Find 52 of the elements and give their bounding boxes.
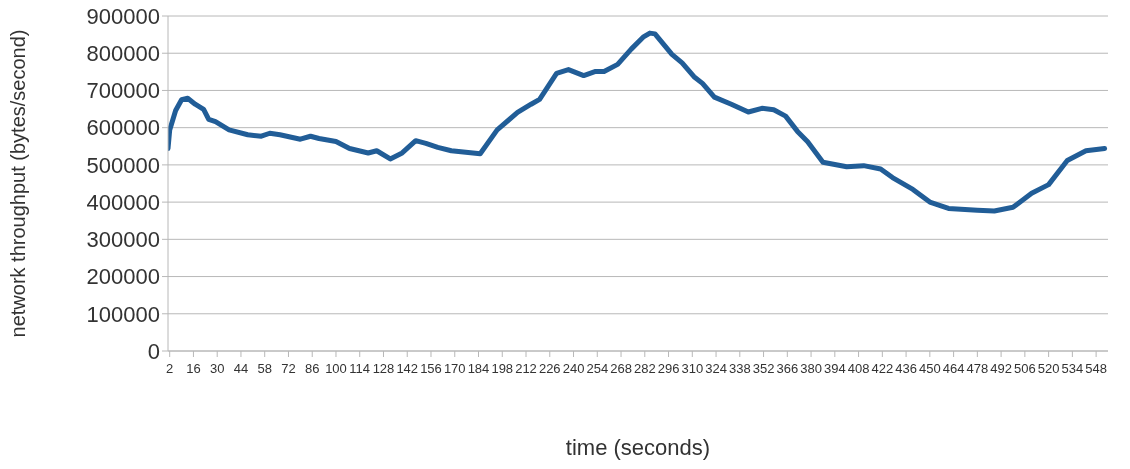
x-tick-label: 254 xyxy=(586,361,609,376)
x-tick-label: 338 xyxy=(728,361,751,376)
x-tick-label: 450 xyxy=(918,361,941,376)
y-tick-label: 500000 xyxy=(86,152,160,178)
y-tick-label: 900000 xyxy=(86,3,160,29)
x-tick-label: 170 xyxy=(443,361,466,376)
x-tick-label: 16 xyxy=(186,361,201,376)
x-tick-label: 198 xyxy=(491,361,514,376)
x-tick-label: 268 xyxy=(610,361,632,376)
y-tick-label: 400000 xyxy=(86,189,160,215)
x-tick-label: 352 xyxy=(752,361,775,376)
x-tick-label: 310 xyxy=(681,361,704,376)
x-tick-label: 492 xyxy=(990,361,1012,376)
x-tick-label: 548 xyxy=(1085,361,1107,376)
x-tick-label: 2 xyxy=(166,361,174,376)
x-tick-label: 44 xyxy=(233,361,249,376)
x-tick-label: 478 xyxy=(966,361,989,376)
x-tick-label: 184 xyxy=(467,361,490,376)
y-tick-label: 300000 xyxy=(86,227,160,253)
x-tick-label: 156 xyxy=(420,361,442,376)
x-tick-label: 464 xyxy=(942,361,965,376)
x-tick-label: 212 xyxy=(515,361,537,376)
x-tick-label: 366 xyxy=(776,361,799,376)
x-tick-label: 100 xyxy=(325,361,347,376)
y-tick-label: 100000 xyxy=(86,301,160,327)
x-tick-label: 240 xyxy=(562,361,585,376)
x-tick-label: 58 xyxy=(257,361,272,376)
x-tick-label: 324 xyxy=(705,361,727,376)
x-tick-label: 520 xyxy=(1037,361,1060,376)
x-tick-label: 408 xyxy=(847,361,870,376)
y-tick-label: 800000 xyxy=(86,41,160,67)
x-tick-label: 534 xyxy=(1061,361,1084,376)
y-tick-label: 0 xyxy=(147,338,160,364)
x-tick-label: 296 xyxy=(657,361,680,376)
y-tick-label: 200000 xyxy=(86,264,160,290)
x-tick-label: 394 xyxy=(823,361,846,376)
y-tick-label: 700000 xyxy=(86,78,160,104)
x-tick-label: 226 xyxy=(538,361,561,376)
x-axis-title: time (seconds) xyxy=(565,435,711,460)
x-tick-label: 142 xyxy=(396,361,419,376)
y-tick-label: 600000 xyxy=(86,115,160,141)
x-tick-label: 282 xyxy=(633,361,656,376)
x-tick-label: 30 xyxy=(209,361,225,376)
x-tick-label: 128 xyxy=(372,361,395,376)
x-tick-label: 380 xyxy=(800,361,822,376)
y-axis-title: network throughput (bytes/second) xyxy=(7,29,30,338)
x-tick-label: 86 xyxy=(304,361,320,376)
x-tick-label: 506 xyxy=(1014,361,1036,376)
x-tick-label: 436 xyxy=(895,361,917,376)
x-tick-label: 114 xyxy=(349,361,371,376)
x-tick-label: 72 xyxy=(281,361,296,376)
x-tick-label: 422 xyxy=(871,361,894,376)
